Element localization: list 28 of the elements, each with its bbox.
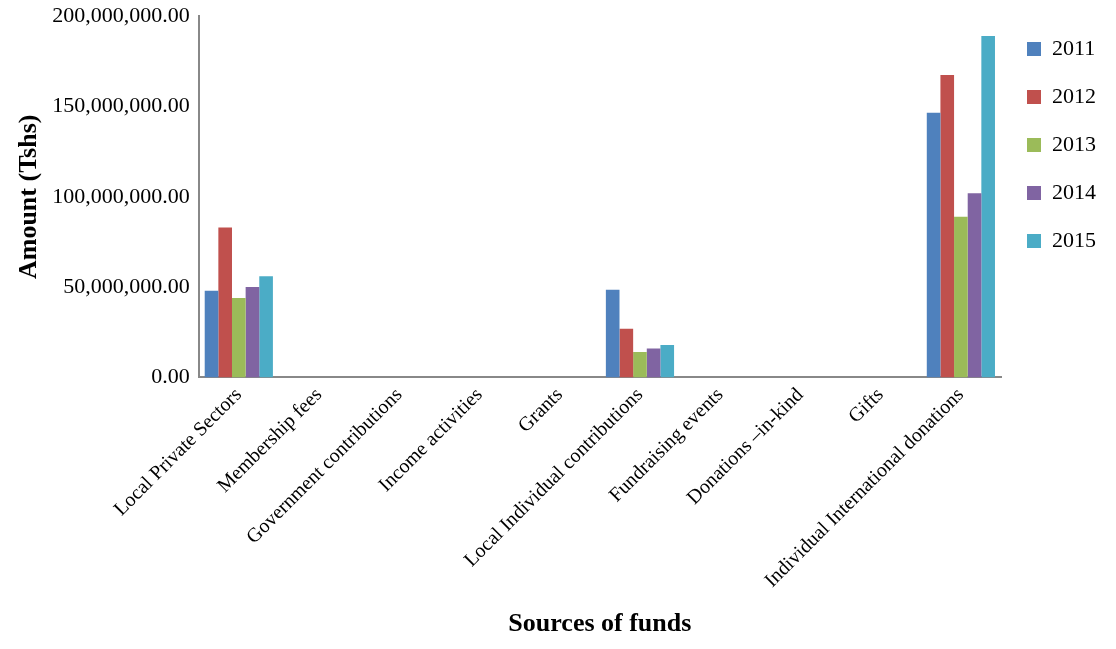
bar	[926, 112, 941, 378]
bar	[660, 344, 675, 378]
bar	[218, 227, 232, 378]
bar	[232, 297, 246, 378]
x-axis-title: Sources of funds	[508, 608, 692, 638]
bar	[981, 36, 995, 378]
bar	[619, 328, 634, 378]
bar	[646, 348, 661, 378]
y-tick-label: 200,000,000.00	[52, 1, 190, 27]
legend-label: 2015	[1052, 226, 1096, 252]
y-axis-title: Amount (Tshs)	[13, 114, 43, 280]
bar	[245, 287, 260, 378]
bar	[204, 290, 219, 378]
legend-label: 2013	[1052, 130, 1096, 156]
y-tick-label: 150,000,000.00	[52, 92, 190, 118]
y-tick-label: 0.00	[151, 363, 190, 389]
legend-label: 2014	[1052, 178, 1096, 204]
bar	[605, 289, 620, 378]
bar	[259, 276, 273, 378]
y-tick-label: 100,000,000.00	[52, 182, 190, 208]
bar	[633, 352, 647, 378]
bar	[954, 216, 968, 378]
y-tick-label: 50,000,000.00	[63, 272, 190, 298]
legend-label: 2011	[1052, 34, 1096, 60]
bar	[940, 74, 955, 378]
bar	[967, 193, 982, 378]
legend-label: 2012	[1052, 82, 1096, 108]
x-tick-label: Gifts	[843, 382, 888, 427]
